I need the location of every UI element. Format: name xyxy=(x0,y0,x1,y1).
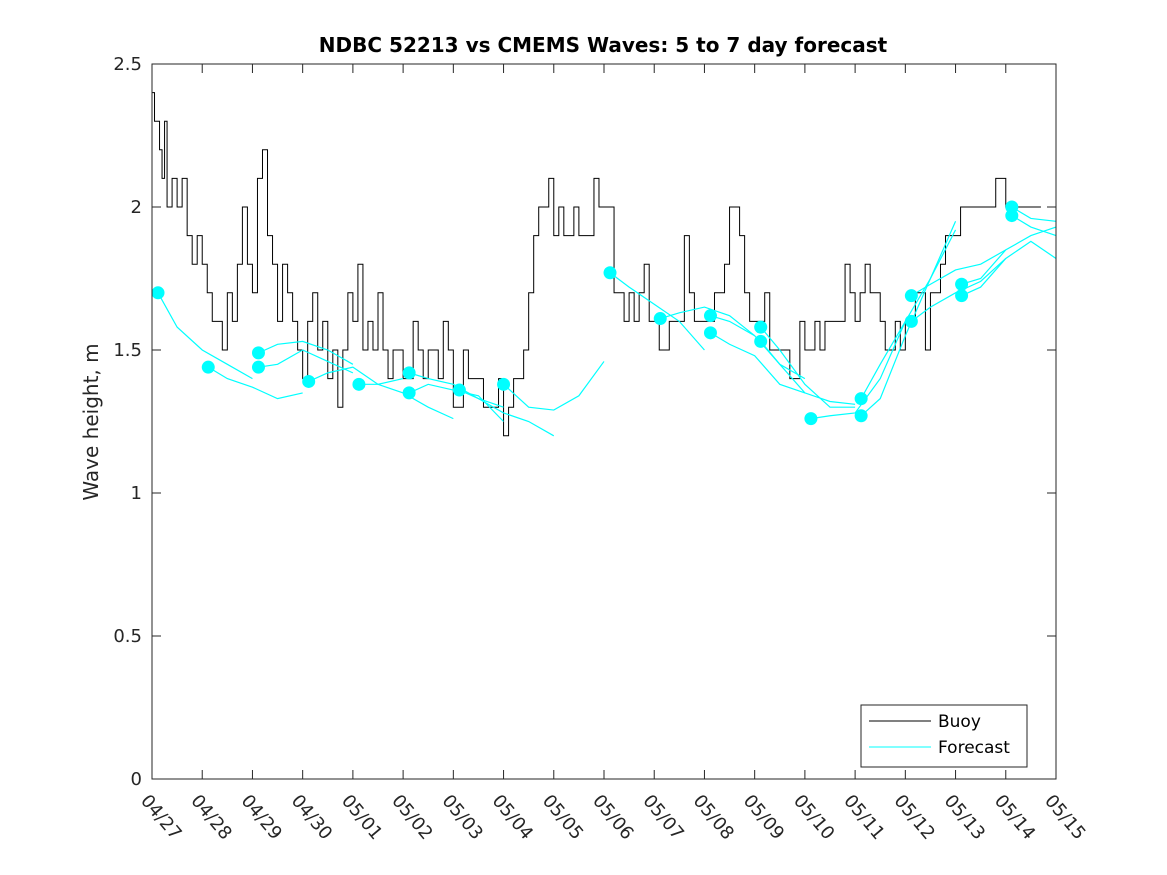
x-tick-label: 05/04 xyxy=(488,791,537,844)
x-tick-label: 05/02 xyxy=(387,791,436,844)
x-tick-label: 05/08 xyxy=(689,791,738,844)
forecast-start-point xyxy=(854,392,868,406)
x-tick-label: 05/10 xyxy=(789,791,838,844)
forecast-series-line xyxy=(207,366,303,400)
legend-box xyxy=(860,704,1028,768)
forecast-start-point xyxy=(754,334,768,348)
forecast-series-line xyxy=(710,315,806,380)
forecast-series-line xyxy=(157,292,253,380)
forecast-series-line xyxy=(860,221,957,417)
forecast-start-point xyxy=(955,289,969,303)
y-axis-label: Wave height, m xyxy=(79,343,103,500)
x-tick-label: 04/30 xyxy=(287,791,336,844)
forecast-series-line xyxy=(961,240,1057,297)
x-tick-label: 05/07 xyxy=(638,791,687,844)
y-tick-label: 0 xyxy=(131,769,142,790)
forecast-start-point xyxy=(452,383,466,397)
plot-area xyxy=(151,63,1057,780)
chart-title: NDBC 52213 vs CMEMS Waves: 5 to 7 day fo… xyxy=(319,33,888,57)
forecast-start-point xyxy=(402,386,416,400)
x-tick-label: 05/12 xyxy=(890,791,939,844)
x-tick-label: 04/29 xyxy=(237,791,286,844)
forecast-series-line xyxy=(760,341,856,405)
forecast-series-line xyxy=(760,326,856,408)
forecast-start-point xyxy=(603,266,617,280)
forecast-series-line xyxy=(308,366,404,385)
forecast-series-line xyxy=(258,349,354,374)
forecast-series-line xyxy=(810,321,906,420)
forecast-series-line xyxy=(503,361,605,411)
forecast-series-line xyxy=(961,226,1057,285)
forecast-series-line xyxy=(1011,206,1057,222)
forecast-series-line xyxy=(1011,215,1057,237)
forecast-start-point xyxy=(904,314,918,328)
forecast-start-point xyxy=(402,366,416,380)
forecast-start-point xyxy=(854,409,868,423)
forecast-start-point xyxy=(1005,209,1019,223)
forecast-start-point xyxy=(703,309,717,323)
forecast-series-line xyxy=(609,272,705,351)
x-tick-label: 05/05 xyxy=(538,791,587,844)
forecast-start-point xyxy=(703,326,717,340)
y-tick-label: 0.5 xyxy=(113,626,142,647)
forecast-start-point xyxy=(251,360,265,374)
plot-frame xyxy=(151,63,1057,780)
forecast-start-point xyxy=(352,377,366,391)
forecast-start-point xyxy=(754,320,768,334)
legend: Buoy Forecast xyxy=(860,704,1028,768)
forecast-series-line xyxy=(660,306,756,337)
legend-buoy-label: Buoy xyxy=(938,712,981,732)
y-tick-label: 1 xyxy=(131,483,142,504)
forecast-start-point xyxy=(653,312,667,326)
x-tick-label: 05/09 xyxy=(739,791,788,844)
forecast-series-line xyxy=(459,389,555,437)
forecast-start-point xyxy=(904,289,918,303)
forecast-start-point xyxy=(497,377,511,391)
y-tick-label: 2 xyxy=(131,197,142,218)
forecast-series-line xyxy=(911,258,1007,322)
forecast-series-line xyxy=(258,340,354,365)
y-tick-label: 2.5 xyxy=(113,54,142,75)
x-tick-label: 05/13 xyxy=(940,791,989,844)
forecast-start-point xyxy=(302,374,316,388)
x-tick-label: 04/27 xyxy=(136,791,185,844)
x-tick-label: 05/01 xyxy=(337,791,386,844)
forecast-start-point xyxy=(151,286,165,300)
legend-forecast-label: Forecast xyxy=(938,738,1010,758)
forecast-start-point xyxy=(251,346,265,360)
x-tick-label: 05/03 xyxy=(438,791,487,844)
x-tick-label: 05/15 xyxy=(1040,791,1089,844)
forecast-series-line xyxy=(911,249,1007,297)
forecast-series-line xyxy=(710,332,806,394)
forecast-series-line xyxy=(408,372,504,408)
forecast-start-point xyxy=(201,360,215,374)
y-tick-label: 1.5 xyxy=(113,340,142,361)
x-tick-label: 04/28 xyxy=(186,791,235,844)
buoy-series-line xyxy=(152,92,1041,437)
forecast-series-line xyxy=(860,229,957,399)
forecast-start-point xyxy=(804,412,818,426)
forecast-start-point xyxy=(955,277,969,291)
x-tick-label: 05/06 xyxy=(588,791,637,844)
x-tick-label: 05/14 xyxy=(990,791,1039,844)
x-tick-label: 05/11 xyxy=(839,791,888,844)
